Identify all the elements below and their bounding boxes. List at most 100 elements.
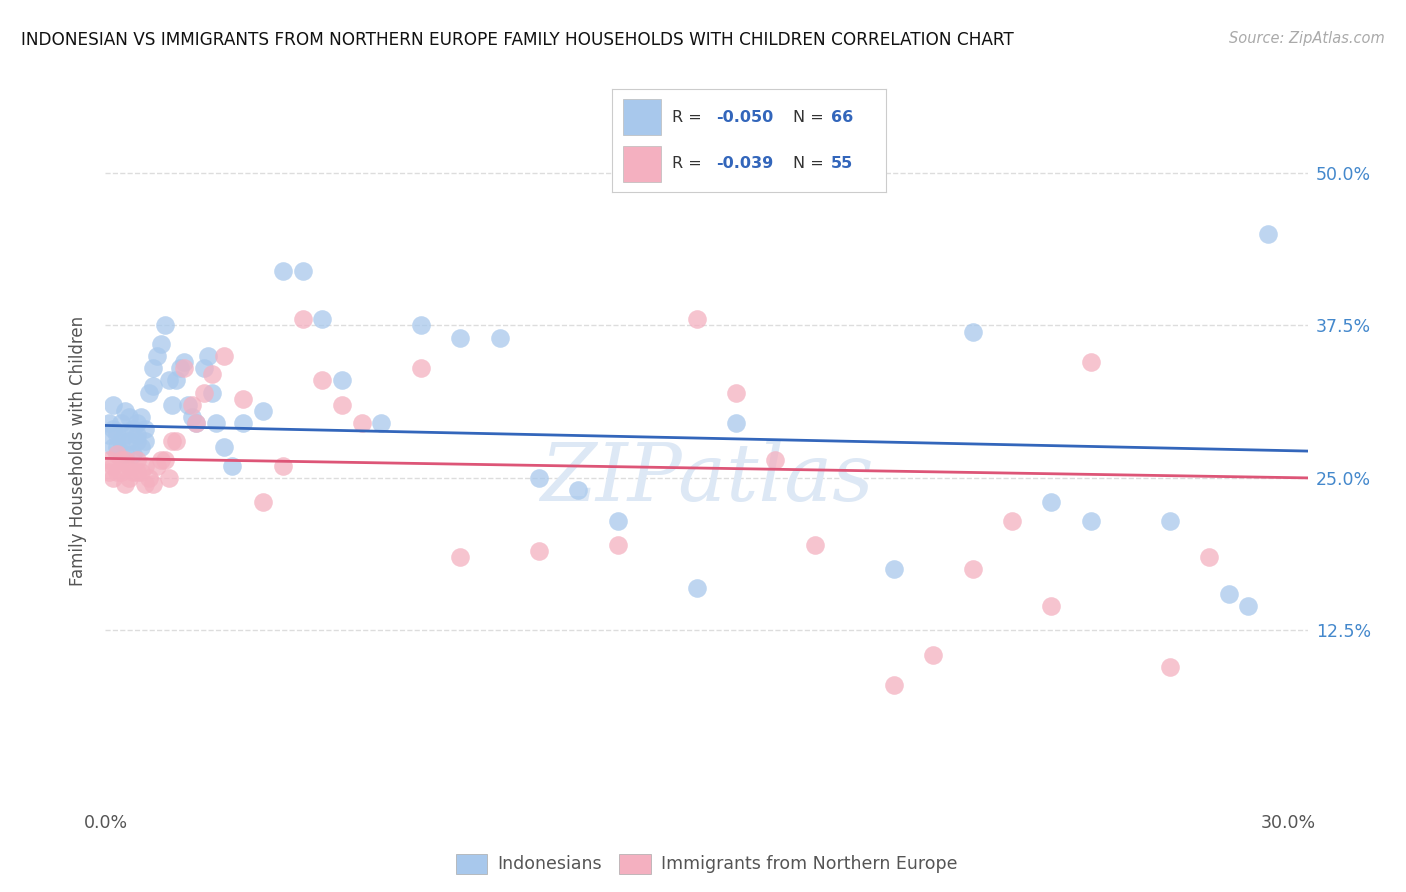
Point — [162, 434, 184, 449]
Point — [118, 471, 141, 485]
Y-axis label: Family Households with Children: Family Households with Children — [69, 316, 87, 585]
Point — [271, 263, 294, 277]
Point — [114, 404, 136, 418]
Point — [153, 452, 176, 467]
Point — [114, 446, 136, 460]
Text: Source: ZipAtlas.com: Source: ZipAtlas.com — [1229, 31, 1385, 46]
Point — [125, 452, 148, 467]
Point — [922, 648, 945, 662]
Point — [1218, 587, 1240, 601]
Point — [409, 361, 432, 376]
Point — [1257, 227, 1279, 241]
Point — [311, 312, 333, 326]
Point — [173, 361, 195, 376]
Point — [98, 452, 121, 467]
Point — [134, 458, 156, 473]
Point — [962, 325, 984, 339]
Point — [350, 416, 373, 430]
Point — [142, 477, 165, 491]
Point — [488, 331, 510, 345]
Point — [212, 349, 235, 363]
Point — [118, 458, 141, 473]
Point — [122, 422, 145, 436]
Point — [169, 361, 191, 376]
FancyBboxPatch shape — [623, 145, 661, 181]
Point — [201, 385, 224, 400]
Point — [103, 422, 125, 436]
Point — [145, 458, 167, 473]
Point — [173, 355, 195, 369]
Point — [1159, 514, 1181, 528]
Point — [142, 379, 165, 393]
Point — [98, 428, 121, 442]
Point — [110, 452, 132, 467]
Point — [193, 361, 215, 376]
Point — [181, 398, 204, 412]
Point — [725, 416, 748, 430]
Point — [567, 483, 589, 497]
Point — [1198, 550, 1220, 565]
Point — [105, 446, 128, 460]
Point — [138, 385, 160, 400]
Point — [291, 263, 314, 277]
Point — [122, 465, 145, 479]
Point — [105, 465, 128, 479]
Point — [212, 441, 235, 455]
Point — [122, 446, 145, 460]
Point — [165, 373, 187, 387]
Point — [606, 514, 628, 528]
Point — [114, 452, 136, 467]
Point — [606, 538, 628, 552]
Point — [177, 398, 200, 412]
Point — [232, 416, 254, 430]
Point — [725, 385, 748, 400]
Point — [149, 336, 172, 351]
FancyBboxPatch shape — [623, 99, 661, 136]
Point — [125, 434, 148, 449]
Point — [193, 385, 215, 400]
Legend: Indonesians, Immigrants from Northern Europe: Indonesians, Immigrants from Northern Eu… — [449, 847, 965, 880]
Point — [157, 373, 180, 387]
Point — [184, 416, 207, 430]
Point — [311, 373, 333, 387]
Point — [291, 312, 314, 326]
Point — [125, 465, 148, 479]
Point — [1237, 599, 1260, 613]
Text: INDONESIAN VS IMMIGRANTS FROM NORTHERN EUROPE FAMILY HOUSEHOLDS WITH CHILDREN CO: INDONESIAN VS IMMIGRANTS FROM NORTHERN E… — [21, 31, 1014, 49]
Point — [1040, 599, 1063, 613]
Text: 55: 55 — [831, 156, 853, 171]
Text: -0.050: -0.050 — [716, 110, 773, 125]
Point — [105, 441, 128, 455]
Point — [134, 422, 156, 436]
Text: 66: 66 — [831, 110, 853, 125]
Point — [1159, 660, 1181, 674]
Point — [449, 331, 471, 345]
Point — [883, 678, 905, 692]
Text: N =: N = — [793, 110, 828, 125]
Point — [449, 550, 471, 565]
Point — [204, 416, 226, 430]
Point — [157, 471, 180, 485]
Point — [129, 465, 152, 479]
Point — [370, 416, 392, 430]
Point — [685, 312, 707, 326]
Point — [1080, 355, 1102, 369]
Point — [118, 434, 141, 449]
Point — [232, 392, 254, 406]
Point — [142, 361, 165, 376]
Point — [98, 416, 121, 430]
Point — [149, 452, 172, 467]
Point — [129, 409, 152, 424]
Point — [103, 398, 125, 412]
Point — [114, 428, 136, 442]
Point — [114, 477, 136, 491]
Point — [330, 398, 353, 412]
Point — [110, 416, 132, 430]
Point — [165, 434, 187, 449]
Text: N =: N = — [793, 156, 828, 171]
Point — [105, 428, 128, 442]
Point — [962, 562, 984, 576]
Point — [153, 318, 176, 333]
Point — [221, 458, 243, 473]
Point — [883, 562, 905, 576]
